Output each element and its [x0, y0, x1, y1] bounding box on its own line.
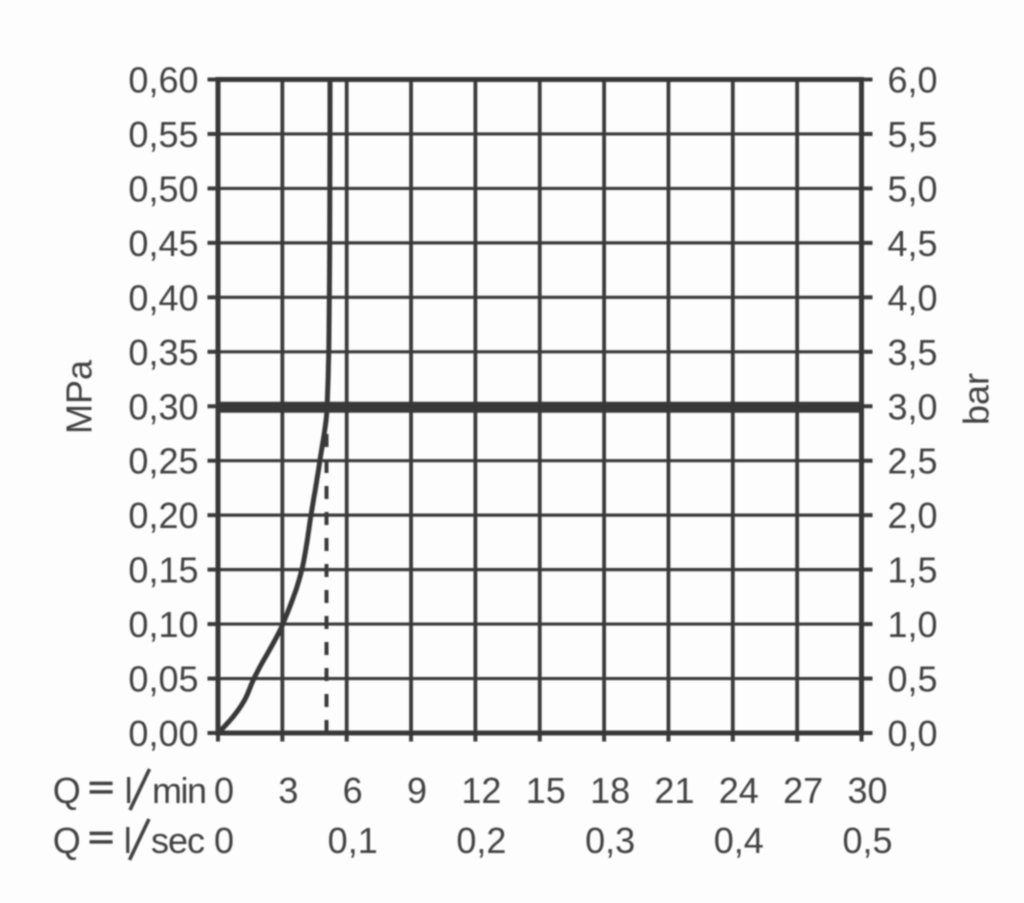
svg-text:0,40: 0,40	[128, 277, 198, 318]
svg-text:0,50: 0,50	[128, 168, 198, 209]
svg-text:0: 0	[214, 820, 234, 861]
svg-text:0,5: 0,5	[888, 659, 938, 700]
svg-text:0,05: 0,05	[128, 659, 198, 700]
svg-text:0,20: 0,20	[128, 495, 198, 536]
svg-text:5,0: 5,0	[888, 168, 938, 209]
svg-text:Q: Q	[53, 770, 81, 811]
svg-text:0,5: 0,5	[842, 820, 892, 861]
svg-text:0,2: 0,2	[456, 820, 506, 861]
svg-text:24: 24	[719, 770, 759, 811]
svg-text:9: 9	[407, 770, 427, 811]
svg-text:18: 18	[590, 770, 630, 811]
svg-text:0,45: 0,45	[128, 223, 198, 264]
svg-text:2,0: 2,0	[888, 495, 938, 536]
svg-text:1,0: 1,0	[888, 604, 938, 645]
svg-text:3: 3	[278, 770, 298, 811]
svg-text:27: 27	[783, 770, 823, 811]
svg-text:min: min	[152, 770, 206, 811]
svg-text:1,5: 1,5	[888, 550, 938, 591]
svg-text:0,30: 0,30	[128, 386, 198, 427]
svg-text:0: 0	[214, 770, 234, 811]
svg-text:21: 21	[654, 770, 694, 811]
svg-text:6: 6	[343, 770, 363, 811]
svg-text:bar: bar	[956, 373, 997, 425]
svg-text:4,0: 4,0	[888, 277, 938, 318]
svg-text:0,4: 0,4	[714, 820, 764, 861]
svg-text:0,00: 0,00	[128, 713, 198, 754]
svg-text:0,55: 0,55	[128, 114, 198, 155]
svg-text:0,10: 0,10	[128, 604, 198, 645]
svg-text:12: 12	[461, 770, 501, 811]
svg-text:l: l	[125, 770, 133, 811]
svg-text:sec: sec	[151, 820, 205, 861]
svg-text:6,0: 6,0	[888, 60, 938, 101]
svg-text:3,0: 3,0	[888, 386, 938, 427]
svg-text:15: 15	[526, 770, 566, 811]
svg-text:2,5: 2,5	[888, 441, 938, 482]
svg-text:l: l	[124, 820, 132, 861]
svg-text:5,5: 5,5	[888, 114, 938, 155]
svg-text:4,5: 4,5	[888, 223, 938, 264]
svg-text:3,5: 3,5	[888, 332, 938, 373]
svg-text:0,0: 0,0	[888, 713, 938, 754]
svg-text:30: 30	[847, 770, 887, 811]
svg-text:0,1: 0,1	[328, 820, 378, 861]
svg-text:0,35: 0,35	[128, 332, 198, 373]
svg-text:0,60: 0,60	[128, 60, 198, 101]
svg-text:Q: Q	[53, 820, 81, 861]
svg-text:0,3: 0,3	[585, 820, 635, 861]
svg-text:MPa: MPa	[59, 359, 100, 434]
svg-text:0,25: 0,25	[128, 441, 198, 482]
svg-text:0,15: 0,15	[128, 550, 198, 591]
